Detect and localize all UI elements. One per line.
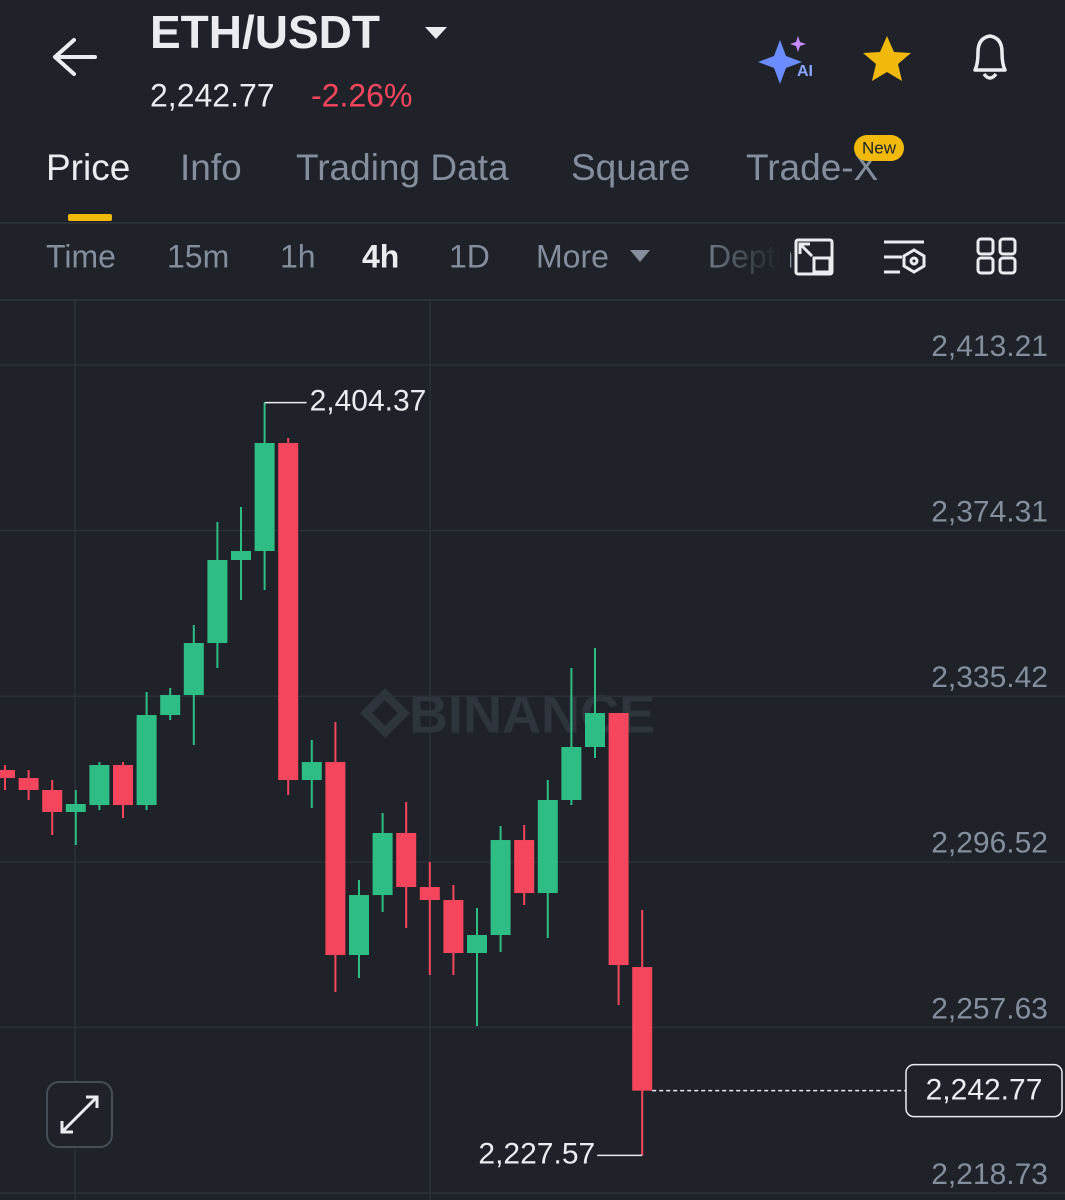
- interval-option[interactable]: More: [536, 238, 609, 274]
- interval-option[interactable]: 4h: [362, 238, 399, 274]
- interval-option[interactable]: Time: [46, 238, 116, 274]
- expand-button[interactable]: [46, 1081, 113, 1148]
- candle-body: [42, 789, 63, 813]
- tab[interactable]: Square: [571, 147, 690, 188]
- candle-body: [231, 551, 251, 561]
- candle-body: [349, 895, 369, 956]
- candle-body: [490, 840, 511, 936]
- new-badge-bg: [854, 135, 904, 161]
- scroll-fade: [690, 230, 790, 290]
- candle-body: [301, 762, 322, 781]
- candle-body: [632, 967, 653, 1091]
- price-change: -2.26%: [311, 77, 412, 113]
- interval-option[interactable]: 15m: [167, 238, 229, 274]
- svg-text:AI: AI: [797, 63, 813, 80]
- layout-button[interactable]: [976, 237, 1017, 275]
- more-dropdown: [630, 250, 650, 262]
- interval-option[interactable]: 1D: [449, 238, 490, 274]
- y-tick-label: 2,218.73: [931, 1158, 1048, 1191]
- pair-dropdown[interactable]: [425, 27, 447, 39]
- tab[interactable]: Info: [180, 147, 242, 188]
- high-label: 2,404.37: [310, 385, 427, 418]
- candle-body: [585, 713, 605, 747]
- candle-body: [254, 443, 275, 552]
- ai-button[interactable]: AI: [758, 36, 813, 84]
- tab[interactable]: Price: [46, 147, 130, 188]
- indicator-settings-button[interactable]: [884, 240, 926, 274]
- candle-body: [537, 800, 558, 894]
- candle-body: [0, 770, 15, 779]
- active-tab-indicator: [68, 214, 112, 221]
- last-price-box: [905, 1063, 1063, 1118]
- candle-body: [372, 833, 393, 896]
- candle-body: [467, 935, 487, 954]
- favorite-star[interactable]: [863, 36, 911, 81]
- candle-body: [278, 443, 299, 781]
- back-button[interactable]: [53, 38, 97, 76]
- candle-body: [18, 778, 39, 790]
- candle-body: [325, 762, 346, 956]
- tab[interactable]: Trading Data: [296, 147, 509, 188]
- interval-option[interactable]: 1h: [280, 238, 316, 274]
- candle-body: [443, 900, 464, 954]
- last-price: 2,242.77: [150, 77, 275, 113]
- candle-body: [419, 887, 440, 901]
- new-badge: New: [862, 138, 897, 157]
- y-tick-label: 2,374.31: [931, 496, 1048, 529]
- watermark-logo: [360, 688, 410, 738]
- candle-body: [207, 560, 228, 644]
- candle-body: [561, 746, 582, 801]
- candle-body: [608, 713, 629, 966]
- candle-body: [160, 695, 181, 716]
- candle-body: [136, 715, 157, 806]
- y-tick-label: 2,296.52: [931, 827, 1048, 860]
- last-price-label: 2,242.77: [926, 1074, 1043, 1107]
- y-tick-label: 2,257.63: [931, 992, 1048, 1025]
- y-tick-label: 2,413.21: [931, 330, 1048, 363]
- pair-title[interactable]: ETH/USDT: [150, 6, 380, 58]
- candle-body: [514, 840, 535, 894]
- fullscreen-chart-button[interactable]: [794, 238, 834, 276]
- candle-body: [89, 765, 110, 806]
- candle-body: [113, 765, 133, 806]
- candle-body: [396, 833, 417, 888]
- y-tick-label: 2,335.42: [931, 661, 1048, 694]
- candle-body: [65, 804, 86, 813]
- low-label: 2,227.57: [478, 1137, 595, 1170]
- candle-body: [183, 643, 204, 696]
- alert-bell[interactable]: [973, 34, 1007, 80]
